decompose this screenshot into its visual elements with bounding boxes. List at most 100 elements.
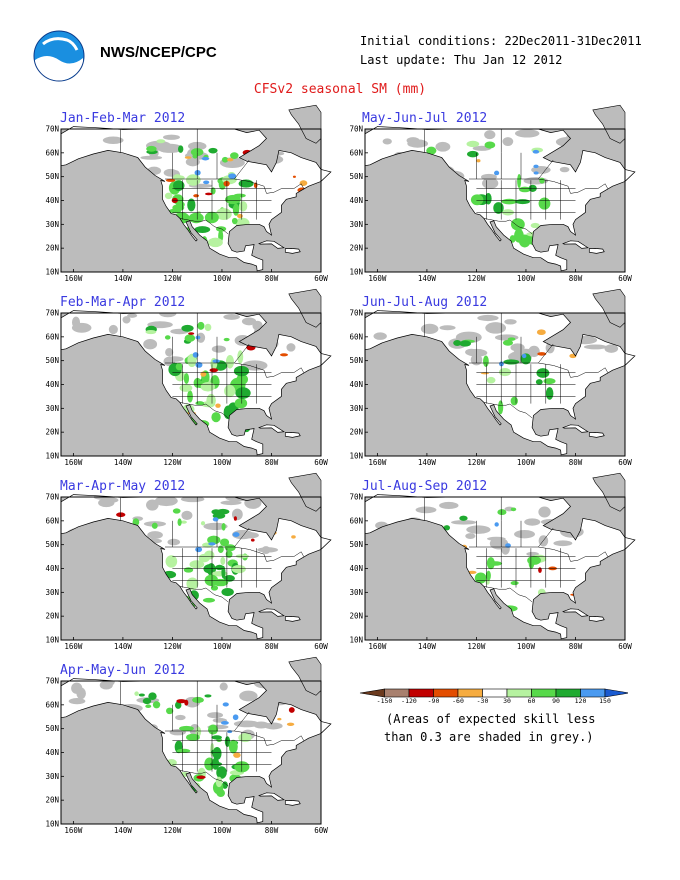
lat-tick-label: 50N (45, 356, 59, 365)
lon-tick-label: 60W (618, 642, 632, 651)
legend-note-line2: than 0.3 are shaded in grey.) (384, 730, 594, 744)
lat-tick-label: 20N (349, 612, 363, 621)
lon-tick-label: 120W (467, 458, 486, 467)
lat-tick-label: 70N (45, 493, 59, 502)
lat-tick-label: 10N (45, 820, 59, 829)
map-panel: 70N 60N 50N 40N 30N 20N 10N 160W 140W 120W 100W 80W… (45, 472, 332, 651)
lat-tick-label: 30N (45, 772, 59, 781)
land-area (61, 678, 331, 823)
legend-swatch (531, 688, 557, 698)
lat-tick-label: 40N (349, 564, 363, 573)
lat-tick-label: 30N (349, 404, 363, 413)
legend-tick-label: 120 (575, 697, 587, 703)
map-panel: 70N 60N 50N 40N 30N 20N 10N 160W 140W 120W 100W 80W… (349, 472, 636, 651)
lon-tick-label: 160W (64, 274, 83, 283)
lon-tick-label: 100W (213, 274, 232, 283)
legend-swatch (482, 688, 508, 698)
lat-tick-label: 50N (45, 724, 59, 733)
lat-tick-label: 10N (45, 636, 59, 645)
lat-tick-label: 50N (349, 356, 363, 365)
lon-tick-label: 120W (163, 458, 182, 467)
land-area (365, 126, 635, 271)
lon-tick-label: 120W (163, 642, 182, 651)
lat-tick-label: 70N (45, 677, 59, 686)
soil-moisture-map: 70N 60N 50N 40N 30N 20N 10N 160W 140W 120W 100W 80W… (45, 656, 332, 835)
lon-tick-label: 80W (265, 826, 279, 835)
lat-tick-label: 70N (349, 493, 363, 502)
noaa-logo (33, 30, 85, 82)
lat-tick-label: 40N (45, 564, 59, 573)
lon-tick-label: 160W (64, 458, 83, 467)
lon-tick-label: 140W (114, 274, 133, 283)
lat-tick-label: 60N (349, 516, 363, 525)
lat-tick-label: 70N (349, 309, 363, 318)
lon-tick-label: 160W (368, 458, 387, 467)
land-area (365, 310, 635, 455)
lon-tick-label: 100W (213, 458, 232, 467)
lon-tick-label: 120W (163, 826, 182, 835)
lat-tick-label: 50N (349, 172, 363, 181)
lat-tick-label: 70N (45, 309, 59, 318)
legend-tick-label: 30 (503, 697, 511, 703)
lat-tick-label: 40N (45, 380, 59, 389)
legend-swatch (555, 688, 581, 698)
lat-tick-label: 60N (349, 332, 363, 341)
lat-tick-label: 10N (349, 636, 363, 645)
panel-title: Jan-Feb-Mar 2012 (60, 111, 186, 126)
map-panel: 70N 60N 50N 40N 30N 20N 10N 160W 140W 120W 100W 80W… (45, 104, 332, 283)
lon-tick-label: 120W (163, 274, 182, 283)
lat-tick-label: 20N (349, 244, 363, 253)
lon-tick-label: 140W (114, 642, 133, 651)
legend-tick-label: -60 (452, 697, 464, 703)
soil-moisture-map: 70N 60N 50N 40N 30N 20N 10N 160W 140W 120W 100W 80W… (45, 472, 332, 651)
legend-tick-label: 150 (599, 697, 611, 703)
last-update: Last update: Thu Jan 12 2012 (360, 53, 563, 67)
lat-tick-label: 20N (45, 612, 59, 621)
land-area (61, 126, 331, 271)
lon-tick-label: 100W (517, 274, 536, 283)
lon-tick-label: 160W (64, 642, 83, 651)
lat-tick-label: 60N (45, 148, 59, 157)
lat-tick-label: 50N (45, 172, 59, 181)
lon-tick-label: 120W (467, 274, 486, 283)
map-panel: 70N 60N 50N 40N 30N 20N 10N 160W 140W 120W 100W 80W… (349, 288, 636, 467)
legend-swatch (433, 688, 459, 698)
lat-tick-label: 50N (349, 540, 363, 549)
lat-tick-label: 30N (45, 404, 59, 413)
lat-tick-label: 60N (45, 516, 59, 525)
lat-tick-label: 60N (45, 700, 59, 709)
lat-tick-label: 40N (45, 748, 59, 757)
soil-moisture-map: 70N 60N 50N 40N 30N 20N 10N 160W 140W 120W 100W 80W… (349, 288, 636, 467)
legend-tick-label: -150 (377, 697, 393, 703)
legend-tick-label: -90 (428, 697, 440, 703)
lat-tick-label: 30N (349, 588, 363, 597)
map-panel: 70N 60N 50N 40N 30N 20N 10N 160W 140W 120W 100W 80W… (349, 104, 636, 283)
figure-title: CFSv2 seasonal SM (mm) (253, 82, 427, 97)
lon-tick-label: 80W (569, 274, 583, 283)
panel-title: Jun-Jul-Aug 2012 (362, 295, 488, 310)
lat-tick-label: 10N (349, 452, 363, 461)
lat-tick-label: 10N (45, 452, 59, 461)
lat-tick-label: 60N (349, 148, 363, 157)
lat-tick-label: 40N (349, 380, 363, 389)
lon-tick-label: 160W (368, 642, 387, 651)
lat-tick-label: 40N (45, 196, 59, 205)
lon-tick-label: 60W (314, 458, 328, 467)
lon-tick-label: 140W (114, 826, 133, 835)
lon-tick-label: 100W (213, 826, 232, 835)
legend-tick-label: 60 (528, 697, 536, 703)
lat-tick-label: 70N (349, 125, 363, 134)
soil-moisture-map: 70N 60N 50N 40N 30N 20N 10N 160W 140W 120W 100W 80W… (45, 104, 332, 283)
lon-tick-label: 100W (517, 642, 536, 651)
legend-swatch (580, 688, 606, 698)
lat-tick-label: 10N (45, 268, 59, 277)
panel-title: Feb-Mar-Apr 2012 (60, 295, 186, 310)
legend-swatch (506, 688, 532, 698)
lon-tick-label: 80W (265, 642, 279, 651)
lat-tick-label: 60N (45, 332, 59, 341)
lon-tick-label: 60W (618, 274, 632, 283)
soil-moisture-map: 70N 60N 50N 40N 30N 20N 10N 160W 140W 120W 100W 80W… (45, 288, 332, 467)
lat-tick-label: 20N (349, 428, 363, 437)
panel-title: Mar-Apr-May 2012 (60, 479, 186, 494)
legend-tick-label: 90 (552, 697, 560, 703)
